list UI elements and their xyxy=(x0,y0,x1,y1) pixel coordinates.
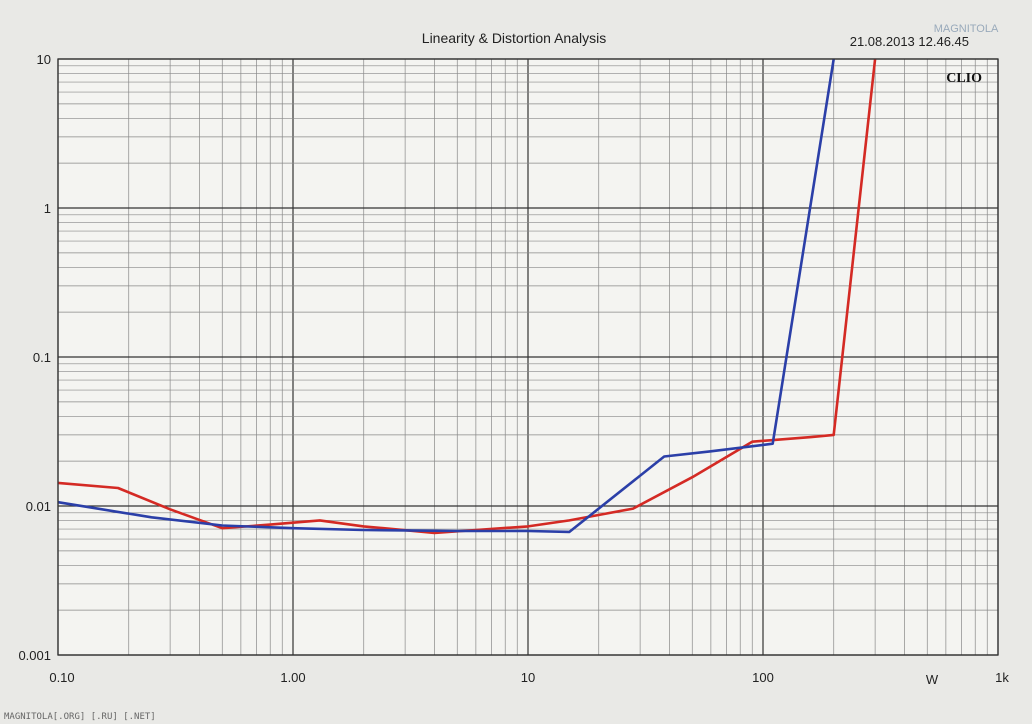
y-tick-label: 0.1 xyxy=(33,350,51,365)
y-tick-label: 1 xyxy=(44,201,51,216)
x-tick-label: 100 xyxy=(752,670,774,685)
y-tick-labels: 10 1 0.1 0.01 0.001 xyxy=(18,52,51,663)
chart-title: Linearity & Distortion Analysis xyxy=(422,30,606,46)
watermark: MAGNITOLA[.ORG] [.RU] [.NET] xyxy=(4,712,156,722)
y-tick-label: 0.001 xyxy=(18,648,51,663)
x-tick-label: 10 xyxy=(521,670,535,685)
series-line-2 xyxy=(57,58,835,534)
series-layer xyxy=(57,58,877,535)
plot-frame xyxy=(57,58,999,656)
x-tick-label: 0.10 xyxy=(49,670,74,685)
timestamp: 21.08.2013 12.46.45 xyxy=(850,34,969,49)
x-tick-label: 1.00 xyxy=(280,670,305,685)
clio-brand: CLIO xyxy=(946,71,982,86)
x-axis-label: W xyxy=(926,672,939,687)
x-tick-labels: 0.10 1.00 10 100 1k xyxy=(49,670,1009,685)
y-tick-label: 10 xyxy=(37,52,51,67)
corner-logo: MAGNITOLA xyxy=(934,23,999,35)
x-tick-label: 1k xyxy=(995,670,1009,685)
y-tick-label: 0.01 xyxy=(26,499,51,514)
grid xyxy=(57,58,999,656)
